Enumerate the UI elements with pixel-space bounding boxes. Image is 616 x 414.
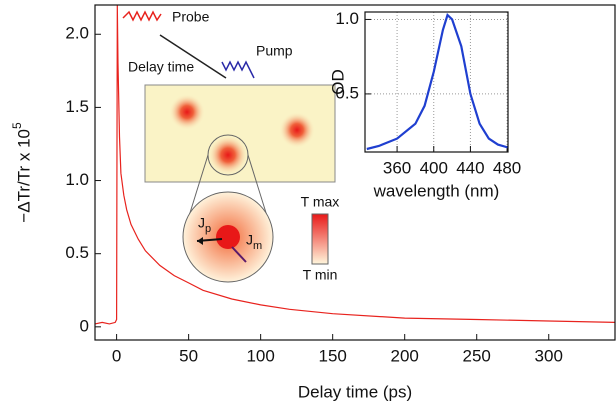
x-tick-label: 200	[391, 346, 419, 365]
y-tick-label: 1.0	[65, 170, 89, 189]
y-axis-exponent: 5	[10, 122, 24, 129]
y-tick-label: 0.5	[65, 243, 89, 262]
y-tick-label: 2.0	[65, 24, 89, 43]
y-tick-label: 1.5	[65, 97, 89, 116]
x-tick-label: 150	[318, 346, 346, 365]
x-tick-label: 440	[456, 158, 484, 177]
y-tick-label: 0	[80, 316, 89, 335]
x-tick-label: 50	[179, 346, 198, 365]
x-axis-label: wavelength (nm)	[373, 181, 500, 200]
data-line	[366, 12, 509, 151]
y-axis-label: −ΔTr/Tr x 105	[10, 122, 33, 223]
x-tick-label: 480	[493, 158, 521, 177]
x-tick-label: 360	[383, 158, 411, 177]
tmin-label: T min	[303, 267, 338, 283]
x-tick-label: 100	[246, 346, 274, 365]
x-tick-label: 250	[463, 346, 491, 365]
y-tick-label: 1.0	[335, 9, 359, 28]
x-tick-label: 400	[420, 158, 448, 177]
probe-label: Probe	[172, 9, 210, 25]
plot-frame	[94, 4, 616, 341]
x-tick-label: 300	[535, 346, 563, 365]
pump-label: Pump	[256, 43, 293, 59]
inset-background	[365, 12, 508, 152]
tmax-label: T max	[301, 194, 340, 210]
schematic	[122, 10, 336, 283]
data-line	[94, 4, 616, 325]
x-tick-label: 0	[112, 346, 121, 365]
y-tick-label: 0.5	[335, 83, 359, 102]
x-axis-label: Delay time (ps)	[298, 382, 412, 401]
flux-subscript: p	[205, 223, 211, 235]
flux-subscript: m	[253, 240, 262, 252]
delay-label: Delay time	[128, 59, 194, 75]
y-axis-label: OD	[328, 69, 347, 95]
plot-frame	[364, 11, 509, 153]
